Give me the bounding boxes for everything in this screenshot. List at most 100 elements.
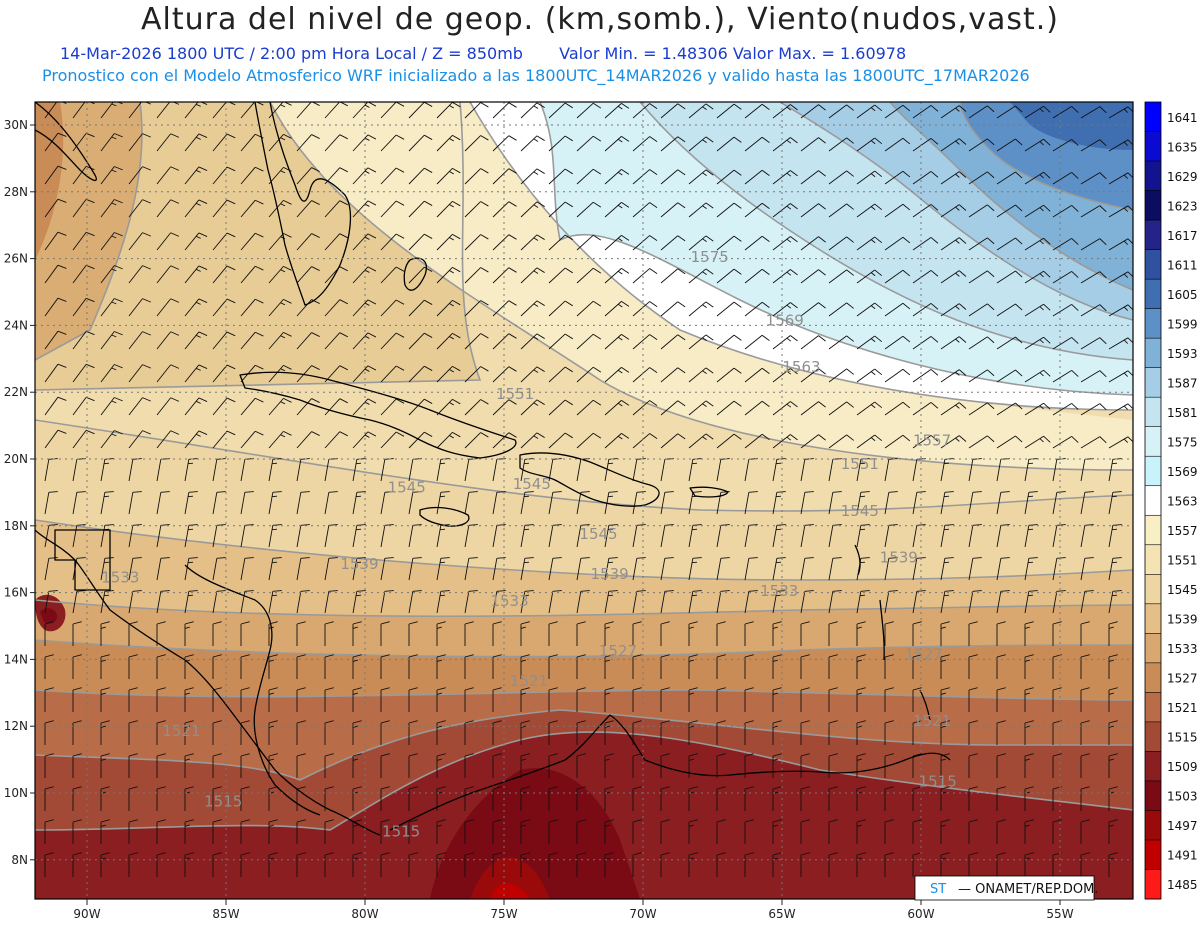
wind-barb (156, 265, 180, 284)
colorbar-swatch (1145, 603, 1161, 634)
wind-barb (156, 590, 170, 614)
wind-barb (1080, 621, 1090, 646)
wind-barb (436, 753, 446, 778)
wind-barb (800, 590, 814, 614)
wind-barb (436, 200, 461, 218)
wind-barb (464, 267, 489, 284)
colorbar-label: 1515 (1167, 731, 1198, 745)
colorbar-swatch (1145, 633, 1161, 664)
wind-barb (856, 401, 883, 416)
wind-barb (856, 335, 883, 350)
latitude-axis: 30N 28N 26N 24N 22N 20N 18N 16N 14N 12N 10N 8N (4, 118, 35, 867)
wind-barb (716, 819, 726, 844)
wind-barb (268, 590, 282, 614)
wind-barb (1108, 139, 1133, 152)
wind-barb (352, 134, 377, 152)
wind-barb (100, 298, 123, 317)
wind-barb (828, 687, 838, 712)
wind-barb (688, 268, 714, 284)
wind-barb (912, 105, 939, 119)
wind-barb (268, 557, 282, 581)
wind-barb (856, 458, 870, 482)
colorbar-swatch (1145, 131, 1161, 162)
wind-barb (436, 332, 461, 350)
wind-barb (184, 819, 194, 844)
lat-tick-label: 8N (11, 853, 28, 867)
wind-barb (324, 852, 334, 877)
wind-barb (940, 458, 954, 482)
wind-barb (44, 396, 67, 416)
wind-barb (156, 430, 180, 449)
wind-barb (44, 132, 67, 152)
colorbar-swatch (1145, 220, 1161, 251)
wind-barb (940, 621, 950, 646)
wind-barb (968, 336, 995, 350)
colorbar-label: 1563 (1167, 495, 1198, 509)
contour-label: 1521 (162, 722, 200, 740)
wind-barb (1080, 106, 1107, 119)
wind-barb (520, 333, 545, 350)
wind-barb (772, 458, 786, 482)
wind-barb (604, 590, 618, 614)
wind-barb (716, 654, 726, 679)
wind-barb (968, 171, 995, 185)
wind-barb (464, 590, 478, 614)
colorbar-swatch (1145, 249, 1161, 280)
coastlines (35, 102, 951, 836)
wind-barb (44, 264, 67, 284)
wind-barb (128, 364, 151, 383)
wind-barb (1080, 491, 1094, 515)
wind-barb (240, 590, 254, 614)
wind-barb (1024, 458, 1038, 482)
wind-barb (520, 201, 545, 218)
wind-barb (632, 621, 642, 646)
contour-label: 1551 (496, 385, 534, 403)
wind-barb (464, 201, 489, 218)
wind-barb (856, 621, 866, 646)
wind-barb (996, 270, 1023, 284)
wind-barb (1024, 590, 1038, 614)
wind-barb (1052, 753, 1062, 778)
wind-barb (464, 234, 489, 251)
wind-barb (940, 138, 967, 152)
wind-barb (464, 720, 474, 745)
wind-barb (548, 432, 573, 449)
wind-barb (828, 137, 854, 152)
colorbar-label: 1539 (1167, 613, 1198, 627)
wind-barb (156, 654, 166, 679)
wind-barb (380, 167, 405, 185)
wind-barb (212, 720, 222, 745)
wind-barb (800, 368, 826, 383)
wind-barb (1080, 753, 1090, 778)
contour-label: 1539 (340, 555, 378, 573)
wind-barb (492, 366, 517, 383)
wind-barb (408, 524, 422, 548)
wind-barb (380, 233, 405, 251)
wind-barb (996, 590, 1010, 614)
wind-barb (72, 753, 82, 778)
wind-barb (716, 367, 742, 383)
wind-barb (576, 333, 602, 350)
wind-barb (576, 590, 590, 614)
wind-barb (212, 364, 236, 383)
wind-barb (744, 753, 754, 778)
wind-barb (996, 237, 1023, 251)
wind-barb (884, 819, 894, 844)
wind-barb (156, 687, 166, 712)
wind-barb (744, 367, 770, 383)
wind-barb (268, 819, 278, 844)
wind-barb (436, 365, 461, 383)
wind-barb (352, 654, 362, 679)
wind-barb (72, 198, 95, 218)
wind-barb (408, 687, 418, 712)
wind-barb (800, 236, 826, 251)
wind-barb (548, 852, 558, 877)
wind-barb (492, 135, 517, 152)
wind-barb (72, 297, 95, 317)
wind-barb (324, 200, 348, 218)
wind-barb (660, 654, 670, 679)
contour-label: 1515 (919, 772, 957, 790)
wind-barb (212, 298, 236, 317)
wind-barb (44, 819, 54, 844)
wind-barb (576, 366, 602, 383)
